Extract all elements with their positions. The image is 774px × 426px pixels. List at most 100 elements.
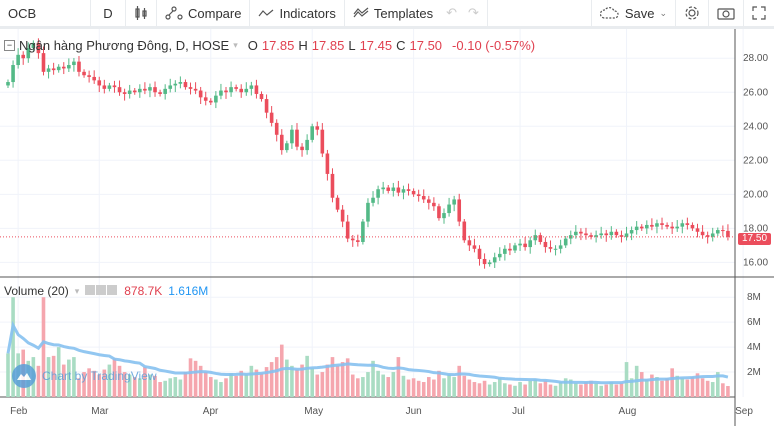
candle-body: [721, 230, 725, 232]
volume-bar: [421, 382, 426, 397]
candle-body: [634, 226, 639, 231]
candle-body: [285, 143, 289, 151]
redo-icon[interactable]: ↷: [468, 5, 479, 20]
candle-body: [406, 189, 411, 191]
volume-bar: [710, 382, 715, 397]
candle-body: [234, 87, 238, 89]
candle-body: [224, 90, 228, 93]
candle-body: [437, 206, 441, 219]
volume-bar: [72, 357, 76, 397]
candle-body: [320, 129, 325, 154]
settings-button[interactable]: [676, 0, 709, 26]
volume-bar: [726, 386, 730, 397]
volume-bar: [538, 383, 543, 397]
volume-bar: [472, 382, 477, 397]
volume-bar: [173, 377, 178, 397]
volume-bar: [310, 368, 314, 397]
low-label: L: [348, 38, 356, 53]
time-tick-label: Jul: [512, 406, 525, 417]
volume-bar: [528, 380, 533, 397]
templates-button[interactable]: Templates ↶ ↷: [345, 0, 488, 26]
time-tick-label: Jun: [406, 406, 422, 417]
candle-body: [178, 82, 183, 84]
candle-body: [589, 235, 593, 237]
candle-body: [310, 126, 314, 140]
volume-bar: [675, 375, 680, 397]
snapshot-button[interactable]: [709, 0, 744, 26]
volume-bar: [82, 372, 86, 397]
volume-bar: [594, 383, 598, 397]
volume-title[interactable]: Volume (20): [4, 284, 69, 298]
volume-bar: [234, 375, 238, 397]
candle-body: [244, 88, 249, 93]
candle-body: [325, 153, 330, 174]
volume-bar: [624, 362, 629, 397]
candle-body: [508, 248, 512, 251]
candle-body: [381, 187, 385, 190]
eye-icon[interactable]: [85, 285, 96, 295]
volume-bar: [614, 384, 619, 397]
undo-icon[interactable]: ↶: [446, 5, 457, 20]
volume-bar: [513, 385, 517, 397]
candle-body: [219, 90, 223, 96]
candle-body: [371, 197, 375, 203]
candle-body: [366, 202, 370, 222]
indicators-button[interactable]: Indicators: [250, 0, 345, 26]
volume-bar: [330, 357, 335, 397]
volume-bar: [361, 377, 365, 397]
settings-icon[interactable]: [96, 285, 107, 295]
volume-bar: [411, 378, 416, 397]
candle-body: [117, 87, 122, 93]
price-chart[interactable]: 16.00 18.00 20.00 22.00 24.00 26.00 28.00 2M 4M 6…: [0, 29, 774, 426]
candle-body: [427, 199, 431, 203]
candles-icon: [135, 6, 147, 20]
candle-body: [462, 221, 467, 241]
volume-bar: [97, 374, 102, 397]
high-label: H: [298, 38, 308, 53]
candle-body: [700, 231, 705, 236]
candle-body: [579, 231, 583, 234]
volume-ma-line: [6, 320, 729, 385]
chart-type-button[interactable]: [126, 0, 157, 26]
fullscreen-button[interactable]: [744, 0, 774, 26]
watermark-text: Chart by TradingView: [42, 369, 157, 383]
close-label: C: [396, 38, 406, 53]
volume-bar: [670, 368, 674, 397]
close-icon[interactable]: [107, 285, 118, 295]
chevron-down-icon: ⌄: [659, 7, 667, 18]
tradingview-logo-icon: [12, 364, 36, 388]
volume-bar: [148, 374, 152, 397]
volume-bar: [639, 372, 644, 397]
volume-bar: [239, 370, 244, 397]
series-title[interactable]: Ngân hàng Phương Đông, D, HOSE: [19, 38, 230, 53]
volume-bar: [274, 357, 279, 397]
volume-bar: [447, 374, 451, 397]
volume-bar: [178, 379, 183, 397]
candle-body: [41, 53, 46, 72]
interval-button[interactable]: D: [91, 0, 126, 26]
collapse-icon[interactable]: −: [4, 40, 15, 51]
volume-bar: [107, 364, 112, 397]
volume-bar: [320, 372, 325, 397]
candle-body: [599, 233, 603, 236]
candle-body: [208, 100, 213, 103]
compare-button[interactable]: Compare: [157, 0, 251, 26]
volume-bar: [705, 380, 710, 397]
candle-body: [356, 240, 360, 242]
candle-body: [629, 230, 634, 234]
chevron-down-icon[interactable]: ▾: [233, 40, 238, 50]
candle-body: [624, 233, 629, 237]
candle-body: [36, 42, 41, 54]
candle-body: [61, 66, 66, 69]
candle-body: [77, 61, 81, 72]
candle-body: [214, 95, 218, 103]
tradingview-watermark[interactable]: Chart by TradingView: [12, 364, 157, 388]
chevron-down-icon[interactable]: ▾: [74, 285, 80, 296]
candle-body: [376, 189, 380, 198]
save-button[interactable]: Save ⌄: [590, 0, 676, 26]
candle-body: [163, 88, 167, 94]
candle-body: [452, 199, 456, 205]
symbol-search[interactable]: OCB: [0, 0, 91, 26]
volume-bar: [350, 374, 355, 397]
volume-bar: [381, 374, 385, 397]
